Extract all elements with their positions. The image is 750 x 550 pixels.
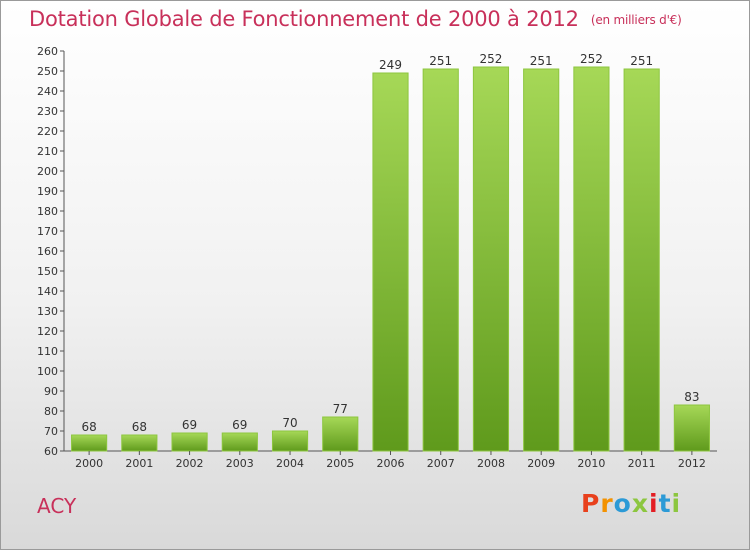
y-tick-label: 220 [37, 125, 58, 138]
bar-value-label: 83 [684, 390, 699, 404]
x-tick-label: 2006 [377, 457, 405, 470]
bar-value-label: 252 [480, 52, 503, 66]
bar [673, 404, 710, 452]
y-tick-label: 200 [37, 165, 58, 178]
logo-letter: t [658, 489, 672, 518]
bar [623, 68, 660, 452]
y-tick-label: 140 [37, 285, 58, 298]
bar-value-label: 251 [630, 54, 653, 68]
y-tick-label: 240 [37, 85, 58, 98]
bar-value-label: 70 [282, 416, 297, 430]
bars: 68 2000 68 2001 69 2002 69 2003 70 2004 77 2005 249 2… [71, 52, 710, 470]
x-tick-label: 2001 [125, 457, 153, 470]
proxiti-logo[interactable]: Proxiti [581, 489, 681, 518]
y-tick-label: 190 [37, 185, 58, 198]
y-tick-label: 230 [37, 105, 58, 118]
x-tick-label: 2007 [427, 457, 455, 470]
bar [271, 430, 309, 452]
y-tick-label: 210 [37, 145, 58, 158]
y-tick-label: 90 [44, 385, 58, 398]
x-tick-label: 2010 [577, 457, 605, 470]
x-tick-label: 2003 [226, 457, 254, 470]
y-tick-label: 100 [37, 365, 58, 378]
x-tick-label: 2004 [276, 457, 304, 470]
logo-letter: i [671, 489, 682, 518]
bar [422, 68, 459, 452]
y-tick-label: 260 [37, 45, 58, 58]
y-tick-label: 250 [37, 65, 58, 78]
bar [221, 432, 258, 452]
logo-letter: o [613, 489, 632, 518]
unit-note: (en milliers d'€) [590, 13, 682, 27]
bar [322, 416, 359, 452]
x-tick-label: 2012 [678, 457, 706, 470]
bar-value-label: 251 [530, 54, 553, 68]
x-tick-label: 2002 [176, 457, 204, 470]
bar [71, 434, 108, 452]
bar-value-label: 69 [182, 418, 197, 432]
bar-value-label: 68 [132, 420, 147, 434]
y-tick-label: 160 [37, 245, 58, 258]
bar-value-label: 251 [429, 54, 452, 68]
x-tick-label: 2000 [75, 457, 103, 470]
y-tick-label: 70 [44, 425, 58, 438]
bar-value-label: 249 [379, 58, 402, 72]
bar [372, 72, 409, 452]
y-tick-label: 110 [37, 345, 58, 358]
x-tick-label: 2005 [326, 457, 354, 470]
chart-title: Dotation Globale de Fonctionnement de 20… [29, 7, 682, 31]
logo-letter: r [600, 489, 614, 518]
bar-value-label: 77 [333, 402, 348, 416]
x-tick-label: 2009 [527, 457, 555, 470]
y-tick-label: 150 [37, 265, 58, 278]
y-tick-label: 130 [37, 305, 58, 318]
entity-name: ACY [37, 494, 77, 518]
y-tick-label: 80 [44, 405, 58, 418]
axes: 60 70 80 90 100 110 120 130 140 150 160 170 180 190 20… [37, 45, 717, 458]
chart-title-text: Dotation Globale de Fonctionnement de 20… [29, 7, 579, 31]
y-tick-label: 120 [37, 325, 58, 338]
bar [171, 432, 208, 452]
bar [472, 66, 510, 452]
logo-letter: P [581, 489, 601, 518]
bar-value-label: 252 [580, 52, 603, 66]
x-tick-label: 2008 [477, 457, 505, 470]
bar [121, 434, 158, 452]
y-tick-label: 60 [44, 445, 58, 458]
bar-value-label: 69 [232, 418, 247, 432]
bar [523, 68, 560, 452]
bar-value-label: 68 [81, 420, 96, 434]
logo-letter: x [631, 489, 649, 518]
bar [573, 66, 610, 452]
x-tick-label: 2011 [628, 457, 656, 470]
y-tick-label: 180 [37, 205, 58, 218]
y-tick-label: 170 [37, 225, 58, 238]
logo-letter: i [649, 489, 659, 518]
